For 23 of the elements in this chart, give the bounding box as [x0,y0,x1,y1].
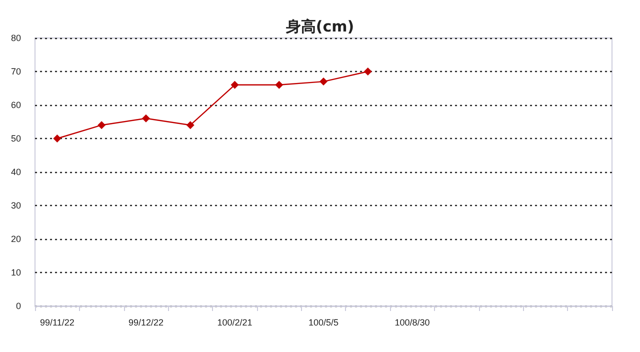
point [364,68,372,76]
x-tick-label: 99/11/22 [40,318,74,328]
point [142,114,150,122]
y-tick-label: 80 [10,33,22,43]
point [186,121,194,130]
x-tick-label: 100/5/5 [308,318,339,328]
x-tick-label: 99/12/22 [128,318,164,328]
y-tick-label: 0 [16,301,22,311]
point [275,80,284,89]
x-tick-label: 100/8/30 [394,318,430,328]
y-tick-label: 50 [10,134,22,144]
y-tick-label: 70 [10,66,22,76]
y-tick-label: 20 [10,234,22,244]
point [98,121,106,130]
y-tick-label: 30 [10,200,22,210]
x-tick-label: 100/2/21 [217,318,252,328]
y-tick-label: 60 [10,100,22,110]
point [320,78,328,86]
y-tick-label: 40 [10,167,22,177]
point [53,134,62,142]
y-tick-label: 10 [10,268,22,278]
point [230,80,239,89]
chart-title: 身高(cm) [284,18,354,36]
